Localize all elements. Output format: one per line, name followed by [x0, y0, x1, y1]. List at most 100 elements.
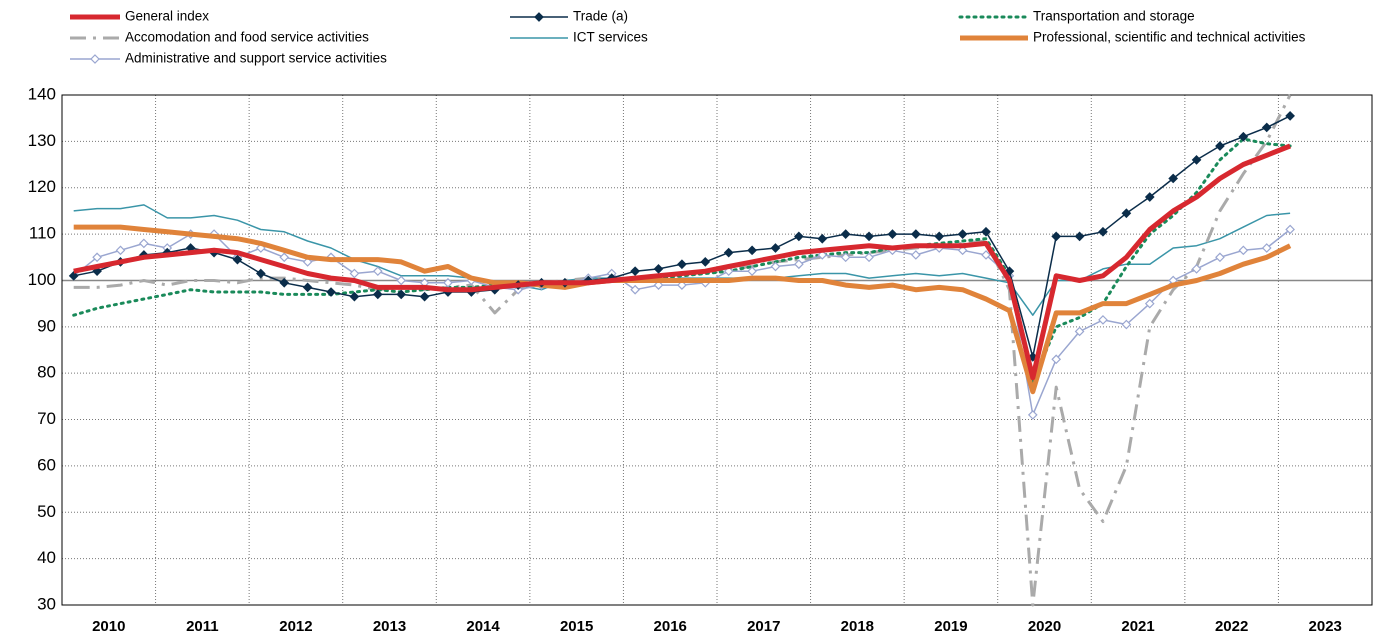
x-tick-label: 2022: [1215, 618, 1248, 635]
data-point: [1144, 298, 1155, 309]
data-point: [770, 243, 781, 253]
y-tick-label: 60: [37, 455, 56, 474]
x-tick-label: 2021: [1121, 618, 1154, 635]
data-point: [1215, 252, 1225, 263]
data-point: [981, 250, 991, 260]
legend-marker: [534, 12, 544, 22]
legend-label: General index: [125, 9, 209, 24]
data-point: [747, 266, 757, 277]
data-point: [68, 270, 79, 281]
y-tick-label: 140: [28, 84, 56, 103]
series-line: [73, 94, 1292, 607]
data-point: [864, 252, 874, 263]
data-point: [1144, 192, 1155, 202]
y-tick-label: 90: [37, 316, 56, 335]
data-point: [957, 229, 968, 239]
x-tick-label: 2017: [747, 618, 780, 635]
series-line: [73, 224, 1292, 395]
data-point: [419, 291, 430, 302]
data-point: [910, 250, 921, 260]
y-tick-label: 50: [37, 502, 56, 521]
y-tick-label: 120: [28, 177, 56, 196]
data-point: [770, 261, 781, 272]
data-point: [677, 280, 687, 290]
data-point: [1285, 224, 1295, 235]
data-point: [255, 268, 266, 279]
data-point: [910, 229, 921, 239]
legend-label: ICT services: [573, 30, 648, 45]
data-point: [279, 252, 290, 263]
data-point: [1074, 326, 1085, 337]
legend-label: Transportation and storage: [1033, 9, 1195, 24]
data-point: [1215, 141, 1225, 151]
data-point: [372, 289, 383, 300]
legend-label: Trade (a): [573, 9, 628, 24]
data-point: [372, 266, 383, 277]
data-point: [1191, 155, 1202, 165]
y-tick-label: 130: [28, 131, 56, 150]
x-tick-label: 2023: [1309, 618, 1342, 635]
x-tick-label: 2018: [841, 618, 874, 635]
data-point: [1098, 226, 1108, 237]
x-tick-label: 2013: [373, 618, 406, 635]
data-point: [677, 259, 687, 270]
data-point: [653, 280, 664, 290]
y-tick-label: 100: [28, 270, 56, 289]
y-tick-label: 110: [29, 224, 56, 243]
data-point: [1098, 315, 1108, 325]
data-point: [840, 252, 851, 263]
data-point: [279, 277, 290, 288]
y-tick-label: 70: [37, 409, 56, 428]
data-point: [1051, 354, 1062, 365]
data-point: [723, 247, 734, 258]
data-point: [957, 245, 968, 256]
legend-label: Administrative and support service activ…: [125, 51, 387, 66]
x-tick-label: 2011: [186, 618, 219, 635]
x-tick-label: 2012: [279, 618, 312, 635]
data-point: [1238, 245, 1249, 256]
x-tick-label: 2010: [92, 618, 125, 635]
y-tick-label: 40: [37, 548, 56, 567]
plot-frame: [61, 94, 1373, 606]
data-point: [934, 231, 945, 242]
x-tick-label: 2020: [1028, 618, 1061, 635]
series-line: [73, 143, 1292, 381]
x-tick-label: 2019: [934, 618, 967, 635]
data-point: [302, 282, 313, 293]
y-tick-label: 80: [37, 363, 56, 382]
data-point: [700, 257, 711, 267]
data-point: [139, 238, 149, 249]
data-point: [747, 245, 757, 256]
data-point: [1285, 111, 1295, 121]
x-tick-label: 2014: [466, 618, 500, 635]
y-tick-label: 30: [37, 594, 56, 613]
legend-label: Accomodation and food service activities: [125, 30, 369, 45]
data-point: [887, 229, 898, 239]
legend-label: Professional, scientific and technical a…: [1033, 30, 1306, 45]
data-point: [794, 259, 804, 270]
data-point: [396, 289, 407, 300]
data-point: [92, 252, 102, 263]
data-point: [630, 284, 640, 295]
data-point: [443, 277, 453, 288]
data-point: [115, 245, 126, 256]
legend-marker: [90, 54, 100, 64]
data-point: [1027, 410, 1038, 420]
data-point: [349, 291, 360, 302]
data-point: [653, 264, 664, 274]
data-point: [794, 231, 804, 242]
data-point: [981, 226, 991, 237]
data-point: [630, 266, 640, 277]
data-point: [817, 233, 828, 244]
data-point: [1121, 208, 1132, 219]
data-point: [326, 287, 336, 297]
data-point: [1191, 264, 1202, 274]
data-point: [1074, 231, 1085, 242]
data-point: [1051, 231, 1062, 242]
data-point: [1121, 319, 1132, 330]
data-point: [396, 275, 407, 286]
data-point: [1168, 173, 1179, 184]
data-point: [1238, 131, 1249, 142]
data-point: [349, 268, 360, 279]
